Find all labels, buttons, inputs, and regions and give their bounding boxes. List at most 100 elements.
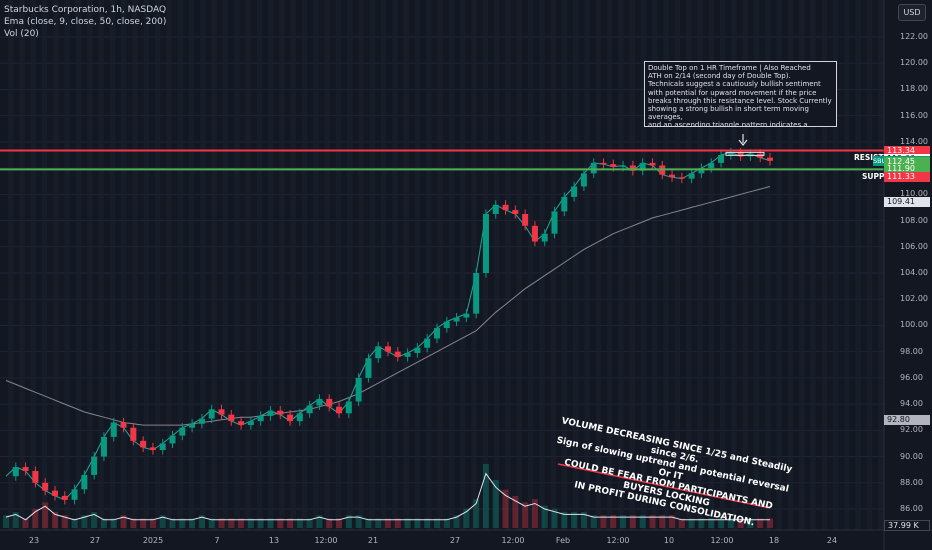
price-label[interactable]: 111.33 [884, 171, 930, 182]
y-tick-label: 104.00 [900, 268, 928, 277]
y-tick-label: 114.00 [900, 136, 928, 146]
price-label[interactable]: 113.34 [884, 145, 930, 156]
candle [551, 211, 558, 234]
session-stripe [708, 0, 715, 530]
volume-bar [140, 518, 147, 528]
session-stripe [742, 0, 748, 530]
session-stripe [211, 0, 217, 530]
down-arrow-head-icon [738, 139, 748, 146]
price-label[interactable]: 109.41 [884, 197, 930, 208]
chart-title[interactable]: Starbucks Corporation, 1h, NASDAQ [4, 5, 167, 15]
session-stripe [256, 0, 263, 530]
candle [678, 177, 685, 179]
x-tick-label: 10 [663, 536, 675, 545]
candle [522, 214, 529, 226]
candle [247, 421, 254, 426]
session-stripe [222, 0, 229, 530]
candle [208, 409, 215, 419]
session-stripe [8, 0, 14, 530]
candle [365, 358, 372, 378]
volume-bar [257, 518, 264, 528]
price-label[interactable]: 112.45 [884, 157, 930, 168]
y-tick-label: 98.00 [900, 346, 923, 356]
session-stripe [821, 0, 828, 530]
candle [140, 440, 147, 448]
volume-bar [590, 515, 597, 528]
volume-bar [629, 515, 636, 528]
candle [336, 406, 343, 414]
candle [42, 482, 49, 491]
session-stripe [324, 0, 330, 530]
session-stripe [629, 0, 635, 530]
volume-bar [620, 515, 627, 528]
volume-bar [71, 518, 78, 528]
session-stripe [132, 0, 138, 530]
double-top-note[interactable]: Double Top on 1 HR Timeframe | Also Reac… [644, 61, 837, 127]
x-tick-label: 7 [214, 536, 220, 545]
volume-bar [433, 518, 440, 528]
candle [600, 162, 607, 165]
volume-bar [522, 502, 529, 528]
volume-bar [375, 518, 382, 528]
session-stripe [53, 0, 59, 530]
candle [120, 422, 127, 428]
session-stripe [663, 0, 669, 530]
volume-bar [355, 515, 362, 528]
candle [287, 414, 294, 422]
session-stripe [832, 0, 839, 530]
session-stripe [550, 0, 556, 530]
y-tick-label: 122.00 [900, 32, 928, 41]
candle [424, 338, 431, 348]
candle [22, 467, 29, 471]
session-stripe [584, 0, 590, 530]
volume-bar [492, 480, 499, 528]
x-tick-label: 21 [367, 536, 379, 545]
session-stripe [177, 0, 183, 530]
session-stripe [618, 0, 624, 530]
session-stripe [279, 0, 285, 530]
x-tick-label: 27 [449, 536, 461, 545]
candle [100, 436, 107, 457]
support-label: SUPPORT [862, 172, 902, 181]
candle [580, 173, 587, 187]
currency-button[interactable]: USD [898, 4, 926, 21]
volume-bar [198, 515, 205, 528]
volume-bar [159, 515, 166, 528]
volume-bar [531, 499, 538, 528]
candle [737, 152, 744, 157]
candle [473, 273, 480, 314]
session-stripe [245, 0, 251, 530]
candle [61, 495, 68, 500]
ema-indicator-legend[interactable]: Ema (close, 9, close, 50, close, 200) [4, 17, 167, 27]
volume-bar [502, 489, 509, 528]
volume-bar [336, 518, 343, 528]
candle [375, 346, 382, 359]
volume-bar [316, 515, 323, 528]
volume-indicator-legend[interactable]: Vol (20) [4, 29, 39, 39]
candle [326, 398, 333, 407]
volume-bar [100, 518, 107, 528]
price-label[interactable]: 92.80 [884, 414, 930, 425]
candle [590, 162, 597, 174]
price-label[interactable]: 111.90 [884, 164, 930, 175]
volume-bar [737, 518, 744, 528]
candle [767, 157, 773, 161]
volume-bar [727, 518, 734, 528]
volume-bar [247, 518, 254, 528]
session-stripe [414, 0, 421, 530]
session-stripe [200, 0, 206, 530]
session-stripe [403, 0, 409, 530]
candle [238, 421, 245, 426]
volume-bar [51, 512, 58, 528]
volume-bar [580, 512, 587, 528]
volume-bar [149, 518, 156, 528]
volume-bar [12, 512, 19, 528]
candle [110, 422, 117, 437]
session-stripe [166, 0, 172, 530]
x-tick-label: 12:00 [501, 536, 525, 545]
session-stripe [98, 0, 104, 530]
x-tick-label: Feb [555, 536, 571, 545]
candle [688, 173, 695, 179]
y-tick-label: 110.00 [900, 189, 928, 199]
